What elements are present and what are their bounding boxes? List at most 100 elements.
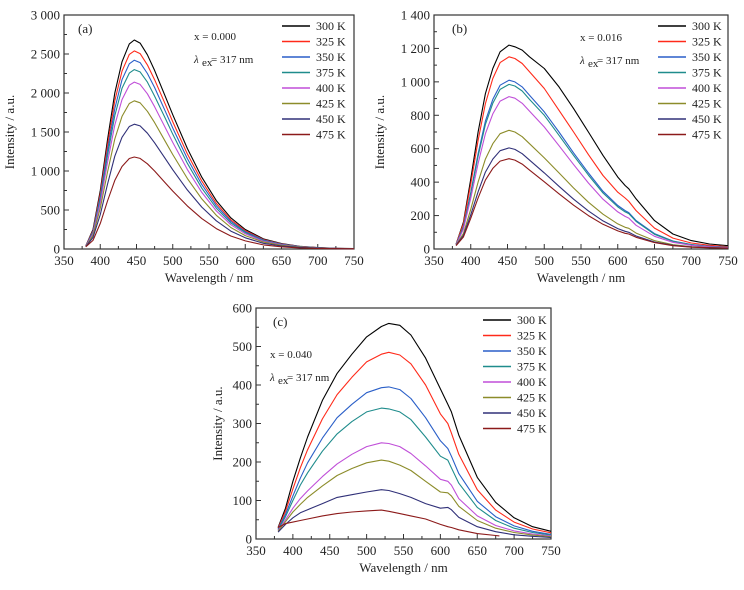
y-tick-label: 600 bbox=[411, 141, 431, 156]
series-line-475k bbox=[277, 509, 500, 537]
x-tick-label: 700 bbox=[308, 253, 328, 268]
x-tick-label: 500 bbox=[535, 253, 555, 268]
lambda-symbol: λ bbox=[193, 54, 199, 66]
legend-label: 325 K bbox=[316, 35, 346, 49]
y-tick-label: 300 bbox=[233, 416, 253, 431]
x-tick-label: 650 bbox=[468, 543, 488, 558]
y-tick-label: 1 000 bbox=[31, 164, 60, 179]
x-tick-label: 400 bbox=[461, 253, 481, 268]
y-tick-label: 0 bbox=[54, 242, 61, 257]
panel-label: (c) bbox=[273, 314, 287, 329]
legend-label: 400 K bbox=[517, 375, 547, 389]
x-tick-label: 350 bbox=[54, 253, 74, 268]
series-line-400k bbox=[277, 442, 552, 537]
y-tick-label: 3 000 bbox=[31, 8, 60, 23]
y-tick-label: 500 bbox=[41, 203, 61, 218]
x-axis-title: Wavelength / nm bbox=[537, 270, 626, 285]
y-axis-title: Intensity / a.u. bbox=[210, 386, 225, 460]
legend-label: 375 K bbox=[692, 66, 722, 80]
y-tick-label: 0 bbox=[246, 532, 253, 547]
y-tick-label: 100 bbox=[233, 493, 253, 508]
series-line-425k bbox=[455, 129, 729, 249]
y-tick-label: 500 bbox=[233, 339, 253, 354]
legend-label: 475 K bbox=[692, 128, 722, 142]
y-tick-label: 400 bbox=[411, 175, 431, 190]
composition-annotation: x = 0.016 bbox=[580, 32, 622, 44]
x-tick-label: 750 bbox=[541, 543, 561, 558]
legend-label: 425 K bbox=[316, 97, 346, 111]
annotation: x = 0.040 λ ex= 317 nm bbox=[269, 349, 330, 387]
lambda-subscript: ex bbox=[202, 57, 213, 69]
legend-label: 350 K bbox=[316, 50, 346, 64]
x-tick-label: 750 bbox=[718, 253, 738, 268]
x-tick-label: 350 bbox=[424, 253, 444, 268]
x-tick-label: 700 bbox=[504, 543, 524, 558]
chart-panel-a: 350 400 450 500 550 600 650 700 750 0 500 1 000 1 50… bbox=[2, 8, 364, 286]
series-line-350k bbox=[455, 79, 729, 248]
x-tick-label: 650 bbox=[645, 253, 665, 268]
x-tick-label: 600 bbox=[608, 253, 628, 268]
series-line-375k bbox=[455, 83, 729, 248]
lambda-symbol: λ bbox=[269, 372, 275, 384]
y-tick-label: 200 bbox=[233, 455, 253, 470]
y-tick-label: 2 000 bbox=[31, 86, 60, 101]
lambda-symbol: λ bbox=[579, 55, 585, 67]
legend-label: 300 K bbox=[517, 313, 547, 327]
series-line-300k bbox=[455, 44, 729, 247]
x-axis-title: Wavelength / nm bbox=[165, 270, 254, 285]
legend-label: 400 K bbox=[692, 81, 722, 95]
series-line-325k bbox=[455, 56, 729, 248]
annotation: x = 0.016 λ ex= 317 nm bbox=[579, 32, 640, 70]
x-tick-label: 700 bbox=[682, 253, 702, 268]
y-tick-label: 2 500 bbox=[31, 47, 60, 62]
composition-annotation: x = 0.040 bbox=[270, 349, 312, 361]
legend-label: 400 K bbox=[316, 81, 346, 95]
x-tick-label: 600 bbox=[431, 543, 451, 558]
x-tick-label: 550 bbox=[394, 543, 414, 558]
legend-label: 450 K bbox=[692, 112, 722, 126]
panel-label: (a) bbox=[78, 21, 92, 36]
panel-label: (b) bbox=[452, 21, 467, 36]
series-line-375k bbox=[85, 69, 355, 250]
y-tick-label: 1 200 bbox=[401, 41, 430, 56]
series-line-325k bbox=[277, 351, 552, 534]
series-line-475k bbox=[455, 158, 729, 249]
y-tick-label: 400 bbox=[233, 378, 253, 393]
composition-annotation: x = 0.000 bbox=[194, 31, 236, 43]
legend-label: 350 K bbox=[517, 344, 547, 358]
x-tick-label: 500 bbox=[357, 543, 377, 558]
y-tick-label: 1 400 bbox=[401, 8, 430, 23]
x-tick-label: 550 bbox=[199, 253, 219, 268]
y-axis-title: Intensity / a.u. bbox=[372, 95, 387, 169]
legend-label: 450 K bbox=[316, 112, 346, 126]
series-line-425k bbox=[85, 100, 355, 250]
series-line-475k bbox=[85, 156, 355, 250]
y-tick-label: 200 bbox=[411, 208, 431, 223]
legend-label: 375 K bbox=[517, 360, 547, 374]
x-tick-label: 550 bbox=[571, 253, 591, 268]
excitation-annotation: = 317 nm bbox=[211, 54, 254, 66]
legend-label: 450 K bbox=[517, 406, 547, 420]
x-tick-label: 500 bbox=[163, 253, 183, 268]
legend-label: 325 K bbox=[692, 35, 722, 49]
y-tick-label: 600 bbox=[233, 301, 253, 316]
y-axis-title: Intensity / a.u. bbox=[2, 95, 17, 169]
series-line-450k bbox=[85, 123, 355, 250]
legend-label: 350 K bbox=[692, 50, 722, 64]
excitation-annotation: = 317 nm bbox=[287, 372, 330, 384]
series-line-350k bbox=[277, 386, 552, 535]
x-tick-label: 450 bbox=[127, 253, 147, 268]
x-axis-title: Wavelength / nm bbox=[359, 560, 448, 575]
legend-label: 325 K bbox=[517, 329, 547, 343]
annotation: x = 0.000 λ ex= 317 nm bbox=[193, 31, 254, 69]
legend-label: 475 K bbox=[517, 422, 547, 436]
series-line-350k bbox=[85, 59, 355, 250]
series-line-300k bbox=[277, 322, 552, 532]
y-tick-label: 800 bbox=[411, 108, 431, 123]
series-line-375k bbox=[277, 407, 552, 536]
series-line-425k bbox=[277, 459, 552, 538]
x-tick-label: 750 bbox=[344, 253, 364, 268]
x-tick-label: 400 bbox=[283, 543, 303, 558]
